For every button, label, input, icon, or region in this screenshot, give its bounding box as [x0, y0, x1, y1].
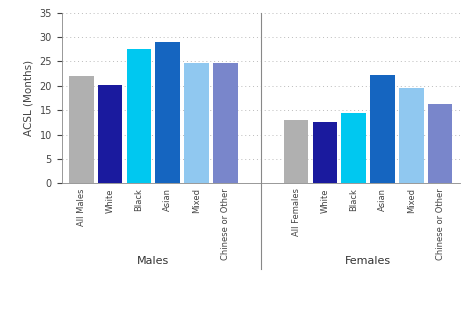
Text: Males: Males — [137, 256, 169, 265]
Bar — [69, 76, 93, 183]
Bar — [284, 120, 309, 183]
Bar — [155, 42, 180, 183]
Bar — [98, 85, 122, 183]
Text: Females: Females — [345, 256, 391, 265]
Y-axis label: ACSL (Months): ACSL (Months) — [24, 60, 34, 136]
Bar — [313, 122, 337, 183]
Bar — [370, 75, 395, 183]
Bar — [428, 104, 452, 183]
Bar — [127, 49, 151, 183]
Bar — [399, 88, 424, 183]
Bar — [341, 112, 366, 183]
Bar — [184, 63, 209, 183]
Bar — [213, 63, 237, 183]
